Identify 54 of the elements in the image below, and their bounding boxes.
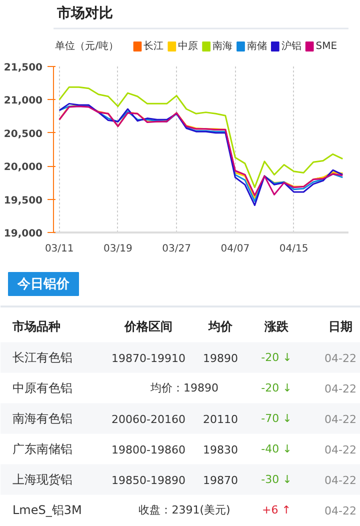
text: -20 ↓ [261, 351, 292, 364]
y-tick-label: 20,000 [4, 162, 43, 174]
x-tick-label: 03/11 [44, 244, 74, 254]
text: 20110 [203, 413, 238, 426]
text: 04-22 [324, 444, 356, 456]
y-tick-label: 19,000 [4, 228, 43, 240]
text: -30 ↓ [261, 473, 292, 486]
category-label: 中原有色铝 [12, 381, 72, 395]
text: 19850-19890 [112, 474, 186, 487]
y-tick-label: 21,000 [4, 96, 43, 107]
category-label: 广东南储铝 [12, 442, 72, 456]
text: 04-22 [324, 382, 356, 396]
text: 20060-20160 [112, 413, 186, 426]
text: 收盘：2391(美元) [138, 504, 230, 516]
legend-label: 长江 [144, 40, 164, 52]
category-label: 上海现货铝 [12, 472, 72, 486]
text: -70 ↓ [261, 412, 292, 425]
category-label: 市场品种 [12, 320, 60, 334]
chart-title: 市场对比 [56, 4, 113, 22]
category-label: 南海有色铝 [12, 412, 72, 426]
y-axis-title: 单位（元/吨） [55, 40, 119, 52]
y-tick-label: 20,500 [4, 128, 43, 140]
category-label: 日期 [328, 320, 352, 334]
category-label: 长江有色铝 [12, 350, 72, 364]
y-tick-label: 19,500 [4, 195, 43, 206]
text: 均价：19890 [150, 382, 219, 394]
text: 04-22 [324, 352, 356, 365]
legend-label: SME [316, 41, 338, 52]
text: 今日铝价 [16, 277, 70, 292]
text: -20 ↓ [261, 382, 292, 394]
category-label: 涨跌 [264, 320, 290, 334]
legend-label: 沪铝 [281, 40, 302, 52]
text: 04-22 [324, 474, 356, 487]
text: 19870-19910 [112, 352, 186, 365]
x-tick-label: 04/15 [279, 244, 308, 254]
category-label: 均价 [208, 320, 234, 334]
x-tick-label: 04/07 [220, 244, 250, 254]
legend-label: 南储 [246, 40, 267, 52]
category-label: 价格区间 [124, 320, 172, 334]
text: 04-22 [324, 413, 356, 426]
legend-label: 中原 [178, 40, 198, 52]
legend-label: 南海 [212, 40, 232, 52]
x-tick-label: 03/27 [162, 244, 191, 254]
x-tick-label: 03/19 [104, 244, 132, 254]
text: +6 ↑ [262, 504, 291, 516]
category-label: LmeS_铝3M [12, 503, 82, 517]
text: 19830 [203, 444, 238, 456]
text: 04-22 [324, 504, 356, 518]
text: 19870 [203, 474, 238, 487]
text: 19800-19860 [112, 444, 186, 456]
y-tick-label: 21,500 [4, 62, 43, 74]
text: 19890 [203, 352, 238, 365]
text: -40 ↓ [261, 442, 292, 456]
line-series [58, 86, 344, 188]
